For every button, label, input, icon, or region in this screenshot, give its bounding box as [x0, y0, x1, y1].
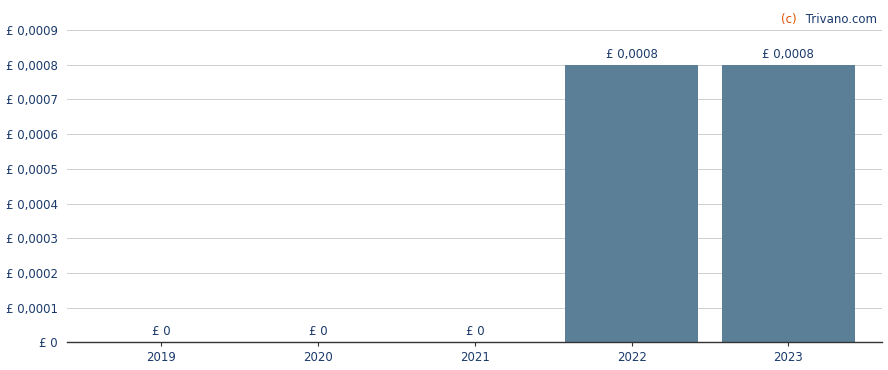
Text: (c): (c) — [781, 13, 797, 26]
Text: £ 0,0008: £ 0,0008 — [763, 48, 814, 61]
Text: £ 0: £ 0 — [309, 325, 328, 338]
Text: £ 0: £ 0 — [465, 325, 484, 338]
Bar — [722, 65, 855, 342]
Text: Trivano.com: Trivano.com — [803, 13, 877, 26]
Bar — [565, 65, 698, 342]
Text: £ 0,0008: £ 0,0008 — [606, 48, 657, 61]
Text: £ 0: £ 0 — [152, 325, 170, 338]
